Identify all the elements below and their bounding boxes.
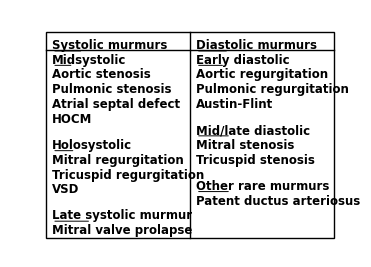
Text: Systolic murmurs: Systolic murmurs (52, 39, 167, 52)
Text: Mitral stenosis: Mitral stenosis (196, 139, 294, 152)
Text: Other rare murmurs: Other rare murmurs (196, 180, 329, 193)
Text: Mid/late diastolic: Mid/late diastolic (196, 124, 310, 137)
Text: Austin-Flint: Austin-Flint (196, 98, 273, 111)
Text: Patent ductus arteriosus: Patent ductus arteriosus (196, 195, 360, 208)
Text: Early diastolic: Early diastolic (196, 54, 289, 67)
Text: Aortic regurgitation: Aortic regurgitation (196, 68, 328, 81)
Text: VSD: VSD (52, 183, 79, 196)
Text: Aortic stenosis: Aortic stenosis (52, 68, 151, 81)
Text: Atrial septal defect: Atrial septal defect (52, 98, 180, 111)
Text: Holosystolic: Holosystolic (52, 139, 132, 152)
Text: Tricuspid regurgitation: Tricuspid regurgitation (52, 168, 204, 182)
Text: Pulmonic stenosis: Pulmonic stenosis (52, 83, 172, 96)
Text: Mitral valve prolapse: Mitral valve prolapse (52, 224, 193, 237)
Text: Mitral regurgitation: Mitral regurgitation (52, 154, 184, 167)
Text: Pulmonic regurgitation: Pulmonic regurgitation (196, 83, 349, 96)
Text: Diastolic murmurs: Diastolic murmurs (196, 39, 317, 52)
Text: Late systolic murmur: Late systolic murmur (52, 210, 192, 222)
Text: Midsystolic: Midsystolic (52, 54, 127, 67)
Text: HOCM: HOCM (52, 113, 92, 126)
Text: Tricuspid stenosis: Tricuspid stenosis (196, 154, 315, 167)
